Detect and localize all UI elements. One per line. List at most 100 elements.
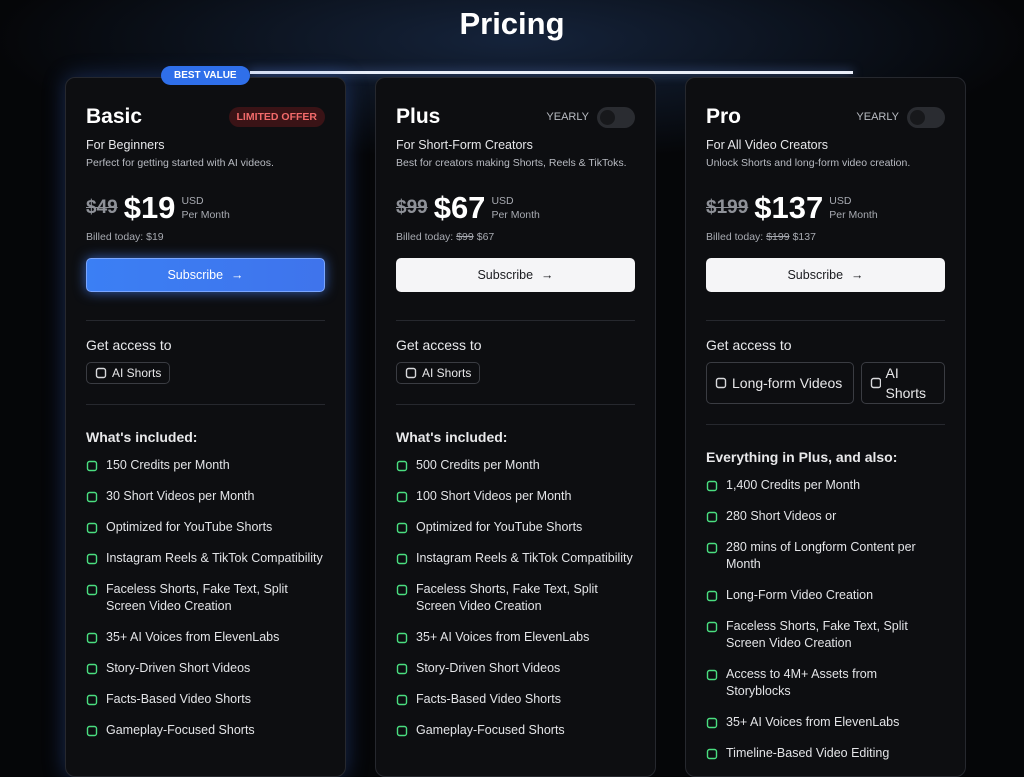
- toggle-switch[interactable]: [597, 106, 635, 128]
- period: Per Month: [829, 209, 878, 221]
- toggle-label: YEARLY: [546, 111, 589, 123]
- access-list: Long-form Videos AI Shorts: [706, 362, 945, 404]
- price-row: $199 $137 USD Per Month: [706, 190, 945, 226]
- price: $19: [123, 190, 176, 225]
- feature-label: Story-Driven Short Videos: [416, 661, 561, 675]
- plan-card: BEST VALUE Basic LIMITED OFFER For Beginner…: [65, 66, 346, 777]
- icon: [706, 480, 718, 492]
- audience: For Beginners: [86, 138, 165, 152]
- subscribe-button[interactable]: Subscribe →: [706, 258, 945, 292]
- access-heading: Get access to: [86, 337, 172, 353]
- plan-name: Plus: [396, 105, 441, 128]
- divider: [396, 320, 635, 321]
- billed: Billed today: $19: [86, 231, 325, 243]
- billed-old: $99: [456, 231, 474, 243]
- feature: Gameplay-Focused Shorts: [86, 722, 325, 739]
- feature: 280 Short Videos or: [706, 508, 945, 525]
- offer-tag: LIMITED OFFER: [228, 107, 325, 127]
- feature-label: Facts-Based Video Shorts: [416, 692, 561, 706]
- feature: Instagram Reels & TikTok Compatibility: [86, 550, 325, 567]
- feature-label: 280 Short Videos or: [726, 509, 837, 523]
- chip-label: AI Shorts: [112, 366, 162, 380]
- access-chip: AI Shorts: [861, 362, 945, 404]
- feature: 35+ AI Voices from ElevenLabs: [396, 629, 635, 646]
- feature: 500 Credits per Month: [396, 457, 635, 474]
- yearly-toggle[interactable]: YEARLY: [856, 106, 945, 128]
- price-row: $99 $67 USD Per Month: [396, 190, 635, 226]
- access-list: AI Shorts: [86, 362, 325, 384]
- price: $67: [433, 190, 486, 225]
- icon: [405, 367, 417, 379]
- period: Per Month: [181, 209, 230, 221]
- billed-price: $67: [476, 231, 495, 243]
- icon: [86, 663, 98, 675]
- plan-card: Plus YEARLY For Short-Form Creators Best fo…: [375, 77, 656, 777]
- feature-label: 280 mins of Longform Content per Month: [726, 540, 916, 571]
- price-unit: USD Per Month: [491, 194, 539, 222]
- feature: 35+ AI Voices from ElevenLabs: [706, 714, 945, 731]
- icon: [86, 460, 98, 472]
- price-unit: USD Per Month: [181, 194, 229, 222]
- feature-label: Optimized for YouTube Shorts: [416, 520, 583, 534]
- feature-label: 35+ AI Voices from ElevenLabs: [416, 630, 590, 644]
- icon: [86, 694, 98, 706]
- plan-header: Basic LIMITED OFFER: [86, 104, 325, 130]
- arrow: →: [231, 268, 244, 282]
- feature-label: 30 Short Videos per Month: [106, 489, 255, 503]
- access-chip: AI Shorts: [396, 362, 481, 384]
- icon: [396, 584, 408, 596]
- arrow: →: [851, 268, 864, 282]
- description: Best for creators making Shorts, Reels &…: [396, 157, 627, 169]
- billed: Billed today: $99 $67: [396, 231, 635, 243]
- billed-old: $199: [766, 231, 790, 243]
- included-heading: What's included:: [396, 429, 508, 445]
- button-label: Subscribe: [477, 268, 534, 282]
- feature-label: Instagram Reels & TikTok Compatibility: [106, 551, 323, 565]
- audience: For Short-Form Creators: [396, 138, 533, 152]
- divider: [86, 404, 325, 405]
- icon: [706, 669, 718, 681]
- arrow: →: [541, 268, 554, 282]
- divider: [706, 424, 945, 425]
- feature-label: Faceless Shorts, Fake Text, Split Screen…: [416, 582, 598, 613]
- feature-label: 1,400 Credits per Month: [726, 478, 861, 492]
- feature-label: Facts-Based Video Shorts: [106, 692, 251, 706]
- access-heading: Get access to: [396, 337, 482, 353]
- chip-label: AI Shorts: [885, 365, 926, 401]
- toggle-switch[interactable]: [907, 106, 945, 128]
- subscribe-button[interactable]: Subscribe →: [396, 258, 635, 292]
- billed-price: $19: [146, 231, 164, 243]
- progress-bar: [250, 71, 853, 74]
- included-heading: Everything in Plus, and also:: [706, 449, 898, 465]
- subscribe-button[interactable]: Subscribe →: [86, 258, 325, 292]
- icon: [86, 584, 98, 596]
- access-heading: Get access to: [706, 337, 792, 353]
- feature-label: Faceless Shorts, Fake Text, Split Screen…: [726, 619, 908, 650]
- feature-label: Optimized for YouTube Shorts: [106, 520, 273, 534]
- feature-label: Story-Driven Short Videos: [106, 661, 251, 675]
- feature: Optimized for YouTube Shorts: [396, 519, 635, 536]
- icon: [396, 460, 408, 472]
- icon: [396, 553, 408, 565]
- feature: 150 Credits per Month: [86, 457, 325, 474]
- currency: USD: [181, 195, 204, 207]
- access-chip: Long-form Videos: [706, 362, 854, 404]
- billed-price: $137: [792, 231, 816, 243]
- feature: Long-Form Video Creation: [706, 587, 945, 604]
- icon: [86, 725, 98, 737]
- plan-header: Pro YEARLY: [706, 104, 945, 130]
- feature-label: Access to 4M+ Assets from Storyblocks: [726, 667, 878, 698]
- feature: Faceless Shorts, Fake Text, Split Screen…: [396, 581, 635, 615]
- button-label: Subscribe: [787, 268, 844, 282]
- feature-label: 35+ AI Voices from ElevenLabs: [726, 715, 900, 729]
- feature-label: Gameplay-Focused Shorts: [416, 723, 565, 737]
- feature-label: Faceless Shorts, Fake Text, Split Screen…: [106, 582, 288, 613]
- old-price: $199: [706, 197, 749, 218]
- feature-label: Gameplay-Focused Shorts: [106, 723, 255, 737]
- icon: [706, 717, 718, 729]
- icon: [706, 590, 718, 602]
- yearly-toggle[interactable]: YEARLY: [546, 106, 635, 128]
- feature: Facts-Based Video Shorts: [86, 691, 325, 708]
- description: Unlock Shorts and long-form video creati…: [706, 157, 911, 169]
- feature: 30 Short Videos per Month: [86, 488, 325, 505]
